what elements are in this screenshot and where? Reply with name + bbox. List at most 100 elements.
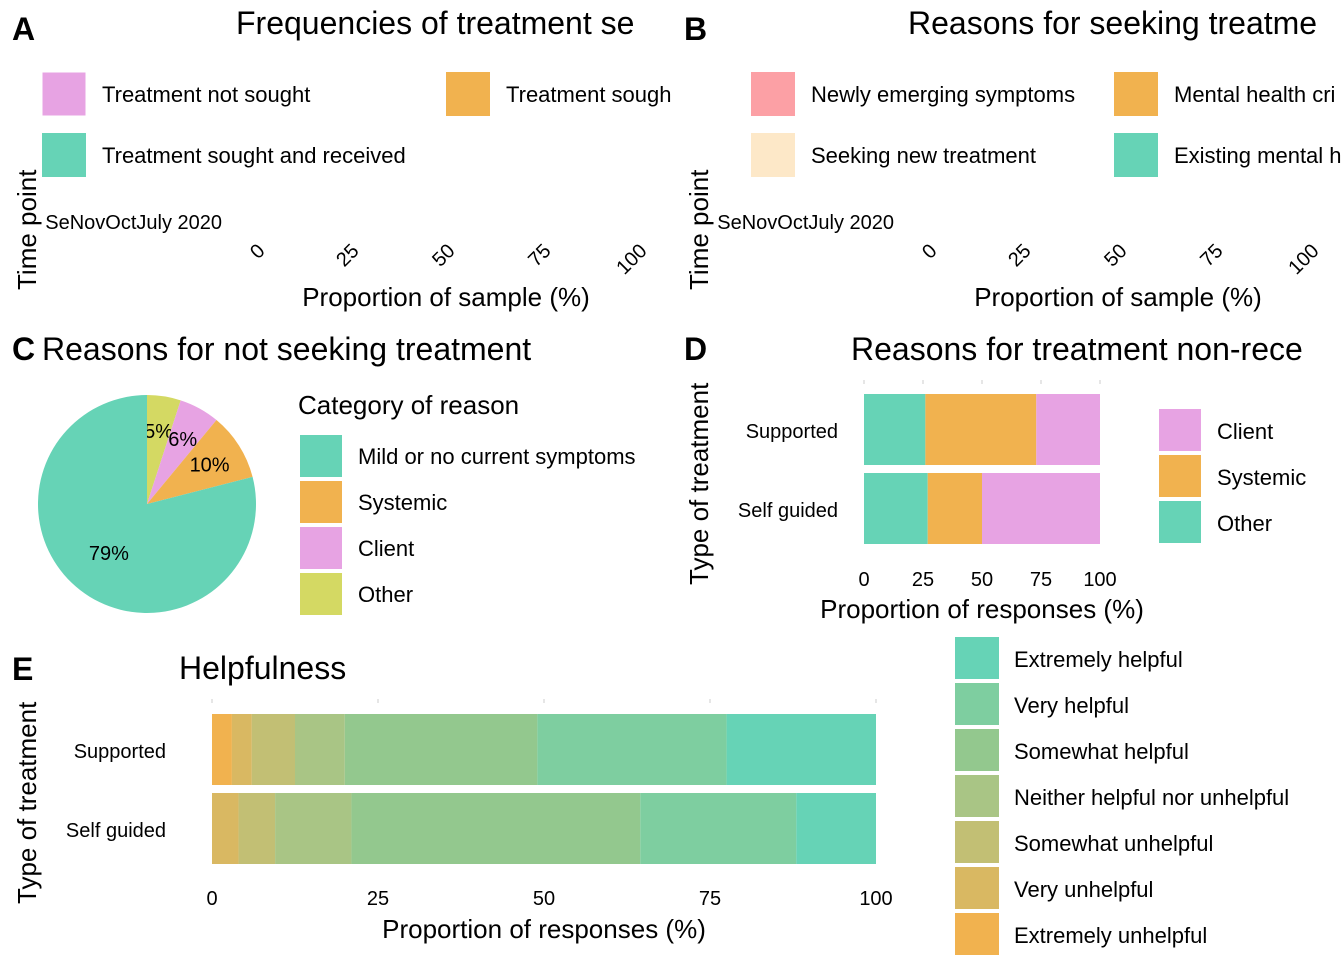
panel-a-ylabel: Time point xyxy=(12,169,42,290)
legend-label-treatment-sought-received: Treatment sought and received xyxy=(102,143,406,168)
legend-swatch-existing-mental-health xyxy=(1114,133,1158,177)
bar-segment-self-guided-somewhat-helpful xyxy=(351,793,641,864)
panel-e-x-tick: 75 xyxy=(699,888,721,910)
panel-d-y-tick-supported: Supported xyxy=(746,421,838,443)
legend-swatch-seeking-new-treatment xyxy=(751,133,795,177)
panel-e-tag: E xyxy=(12,651,33,687)
pie-label-other: 5% xyxy=(144,421,173,443)
legend-label-mental-health-crisis: Mental health cri xyxy=(1174,82,1335,107)
panel-b-ylabel: Time point xyxy=(684,169,714,290)
panel-e: Helpfulness Type of treatment E Supporte… xyxy=(12,635,1289,957)
panel-e-y-tick-self-guided: Self guided xyxy=(66,820,166,842)
legend-label-newly-emerging: Newly emerging symptoms xyxy=(811,82,1075,107)
bar-segment-self-guided-very-unhelpful xyxy=(212,793,239,864)
pie-label-systemic: 10% xyxy=(190,454,230,476)
legend-swatch-treatment-not-sought xyxy=(41,71,87,117)
panel-d-x-tick: 50 xyxy=(971,569,993,591)
legend-swatch-somewhat-helpful xyxy=(953,727,1001,773)
legend-swatch-newly-emerging xyxy=(751,72,795,116)
legend-label-neither: Neither helpful nor unhelpful xyxy=(1014,785,1289,810)
panel-d-tag: D xyxy=(684,331,707,367)
panel-b-x-tick: 0 xyxy=(918,240,941,263)
legend-label-very-unhelpful: Very unhelpful xyxy=(1014,877,1153,902)
bar-segment-supported-very-unhelpful xyxy=(231,714,252,785)
panel-d-axis-ticks xyxy=(863,380,1101,384)
panel-e-axis-ticks xyxy=(211,699,877,703)
panel-a-xlabel: Proportion of sample (%) xyxy=(302,282,590,312)
bar-segment-supported-somewhat-helpful xyxy=(344,714,538,785)
legend-swatch-mild-or-no-symptoms xyxy=(300,435,342,477)
legend-label-somewhat-helpful: Somewhat helpful xyxy=(1014,739,1189,764)
panel-a-x-tick: 50 xyxy=(428,240,459,271)
panel-d-xlabel: Proportion of responses (%) xyxy=(820,594,1144,624)
panel-e-y-tick-supported: Supported xyxy=(74,741,166,763)
panel-e-title: Helpfulness xyxy=(179,650,346,686)
legend-swatch-systemic xyxy=(1157,453,1203,499)
bar-segment-supported-systemic xyxy=(925,394,1037,465)
legend-label-systemic: Systemic xyxy=(1217,465,1306,490)
bar-segment-supported-client xyxy=(1036,394,1100,465)
legend-label-extremely-helpful: Extremely helpful xyxy=(1014,647,1183,672)
bar-segment-supported-very-helpful xyxy=(537,714,727,785)
panel-d-x-tick: 0 xyxy=(858,569,869,591)
legend-label-treatment-not-sought: Treatment not sought xyxy=(102,82,310,107)
panel-a-y-tick-overlap: SeNovOctJuly 2020 xyxy=(45,212,222,234)
bar-segment-self-guided-neither-helpful-nor-unhelpful xyxy=(275,793,352,864)
legend-label-very-helpful: Very helpful xyxy=(1014,693,1129,718)
legend-label-systemic: Systemic xyxy=(358,490,447,515)
legend-swatch-client xyxy=(300,527,342,569)
legend-swatch-very-unhelpful xyxy=(953,865,1001,911)
legend-swatch-systemic xyxy=(300,481,342,523)
panel-c: 5%6% 10% 79% C Reasons for not seeking tre… xyxy=(12,331,636,615)
panel-d-x-tick: 100 xyxy=(1083,569,1116,591)
panel-b-x-tick: 100 xyxy=(1284,240,1323,279)
bar-segment-supported-somewhat-unhelpful xyxy=(251,714,295,785)
panel-b: B Reasons for seeking treatme Newly emer… xyxy=(684,5,1342,312)
panel-e-bars xyxy=(212,714,876,864)
bar-segment-self-guided-client xyxy=(982,473,1100,544)
panel-b-y-tick-overlap: SeNovOctJuly 2020 xyxy=(717,212,894,234)
panel-d-y-tick-self-guided: Self guided xyxy=(738,500,838,522)
panel-b-xlabel: Proportion of sample (%) xyxy=(974,282,1262,312)
panel-b-x-tick: 25 xyxy=(1004,240,1035,271)
panel-d: D Reasons for treatment non-rece Type of… xyxy=(684,331,1306,624)
pie-slice-systemic xyxy=(147,420,253,504)
legend-label-treatment-sought: Treatment sough xyxy=(506,82,672,107)
panel-a-tag: A xyxy=(12,11,35,47)
pie-chart: 5%6% 10% 79% xyxy=(37,395,257,613)
legend-swatch-somewhat-unhelpful xyxy=(953,819,1001,865)
legend-swatch-very-helpful xyxy=(953,681,1001,727)
bar-segment-self-guided-systemic xyxy=(927,473,982,544)
panel-c-tag: C xyxy=(12,331,35,367)
legend-label-seeking-new-treatment: Seeking new treatment xyxy=(811,143,1036,168)
legend-swatch-other xyxy=(300,573,342,615)
legend-label-other: Other xyxy=(1217,511,1272,536)
panel-b-x-tick: 50 xyxy=(1100,240,1131,271)
panel-e-x-tick: 50 xyxy=(533,888,555,910)
legend-label-existing-mental-health: Existing mental h xyxy=(1174,143,1342,168)
bar-segment-self-guided-somewhat-unhelpful xyxy=(238,793,276,864)
panel-c-legend-title: Category of reason xyxy=(298,390,519,420)
legend-label-mild-or-no-symptoms: Mild or no current symptoms xyxy=(358,444,636,469)
panel-b-x-tick: 75 xyxy=(1196,240,1227,271)
legend-swatch-client xyxy=(1157,407,1203,453)
legend-swatch-mental-health-crisis xyxy=(1114,72,1158,116)
bar-segment-self-guided-very-helpful xyxy=(640,793,797,864)
legend-swatch-other xyxy=(1157,499,1203,545)
pie-slice-other xyxy=(147,395,181,504)
panel-a-x-tick: 100 xyxy=(612,240,651,279)
legend-swatch-treatment-sought xyxy=(446,72,490,116)
panel-d-ylabel: Type of treatment xyxy=(684,382,714,585)
bar-segment-supported-neither-helpful-nor-unhelpful xyxy=(295,714,345,785)
pie-label-client: 6% xyxy=(168,429,197,451)
legend-label-other: Other xyxy=(358,582,413,607)
legend-label-extremely-unhelpful: Extremely unhelpful xyxy=(1014,923,1207,948)
panel-a-x-tick: 25 xyxy=(332,240,363,271)
bar-segment-self-guided-extremely-helpful xyxy=(796,793,876,864)
bar-segment-supported-other xyxy=(864,394,926,465)
panel-c-title: Reasons for not seeking treatment xyxy=(42,331,531,367)
panel-e-xlabel: Proportion of responses (%) xyxy=(382,914,706,944)
legend-swatch-extremely-helpful xyxy=(953,635,1001,681)
legend-label-somewhat-unhelpful: Somewhat unhelpful xyxy=(1014,831,1213,856)
